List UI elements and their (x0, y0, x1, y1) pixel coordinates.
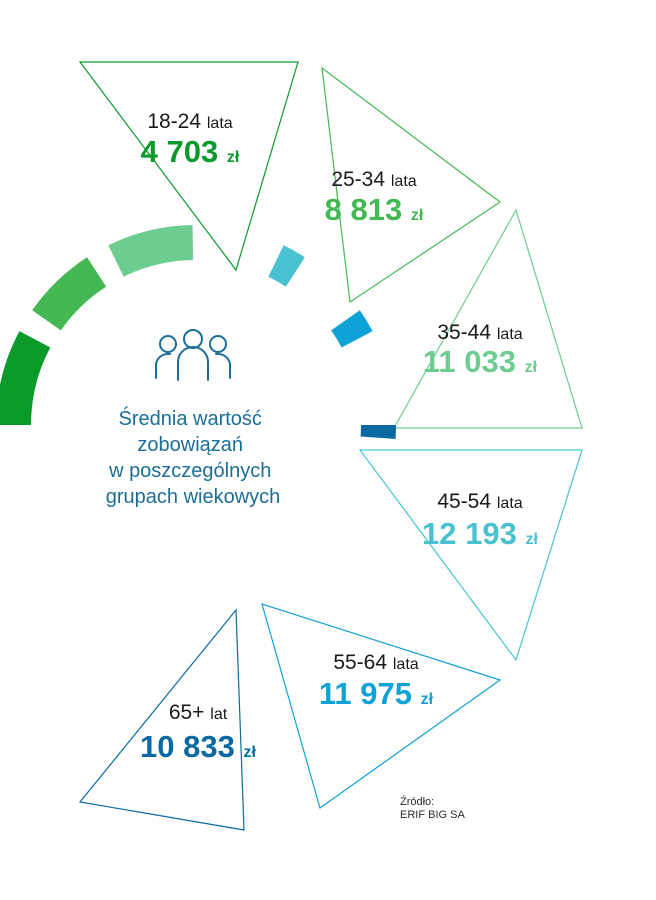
center-title-line: grupach wiekowych (106, 486, 281, 508)
center-title: Średnia wartość zobowiązań w poszczególn… (106, 406, 281, 508)
value-label: 11 033 zł (423, 344, 538, 379)
value-label: 10 833 zł (140, 729, 256, 764)
value-label: 11 975 zł (319, 676, 434, 711)
segment-outline (358, 449, 583, 662)
value-arc (32, 257, 107, 331)
segment-outline (78, 608, 245, 831)
center-title-line: Średnia wartość (119, 406, 262, 430)
value-arc (0, 331, 51, 425)
segment-outline (392, 208, 583, 429)
age-group-label: 35-44 lata (437, 321, 522, 344)
age-group-label: 45-54 lata (437, 490, 522, 513)
segment-outline (321, 66, 502, 304)
source-text: Źródło: ERIF BIG SA (400, 795, 465, 821)
age-group-label: 65+ lat (169, 701, 228, 724)
value-arc (331, 310, 373, 348)
age-group-label: 55-64 lata (333, 651, 418, 674)
value-arc (108, 225, 194, 277)
value-arc (360, 425, 396, 439)
source-label: Źródło: (400, 795, 434, 808)
age-group-label: 18-24 lata (147, 110, 232, 133)
center-title-line: w poszczególnych (108, 460, 271, 482)
age-group-label: 25-34 lata (331, 168, 416, 191)
value-label: 8 813 zł (325, 192, 424, 227)
center-title-line: zobowiązań (137, 434, 243, 456)
people-group-icon (155, 329, 231, 381)
segment-outlines (78, 61, 583, 831)
value-arcs (0, 225, 396, 439)
segment-outline (78, 61, 299, 272)
value-label: 4 703 zł (141, 134, 240, 169)
value-label: 12 193 zł (422, 516, 538, 551)
segment-outline (261, 603, 502, 809)
value-arc (268, 245, 305, 287)
source-name: ERIF BIG SA (400, 809, 465, 821)
